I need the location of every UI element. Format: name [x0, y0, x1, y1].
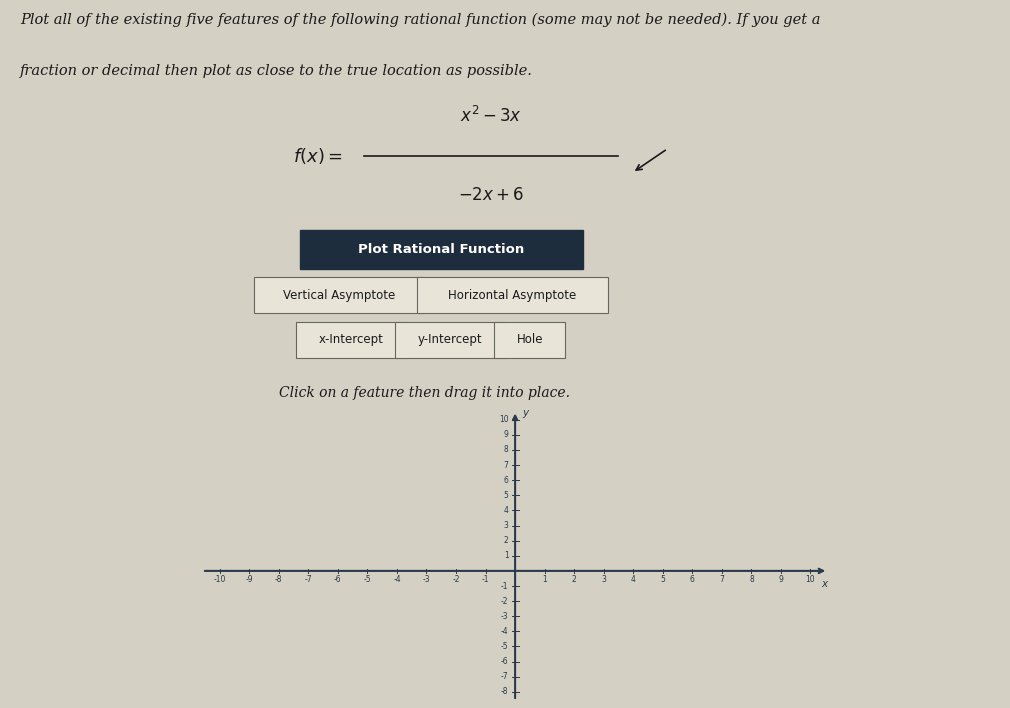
Text: 7: 7 — [504, 461, 509, 469]
Text: -5: -5 — [501, 642, 509, 651]
FancyBboxPatch shape — [495, 322, 566, 358]
FancyBboxPatch shape — [395, 322, 505, 358]
Text: -5: -5 — [364, 575, 372, 584]
Text: Horizontal Asymptote: Horizontal Asymptote — [448, 289, 576, 302]
Text: 2: 2 — [572, 575, 577, 584]
Text: Plot all of the existing five features of the following rational function (some : Plot all of the existing five features o… — [20, 13, 820, 27]
Text: -10: -10 — [213, 575, 226, 584]
Text: Click on a feature then drag it into place.: Click on a feature then drag it into pla… — [279, 386, 570, 400]
Text: 3: 3 — [601, 575, 606, 584]
Text: Vertical Asymptote: Vertical Asymptote — [283, 289, 395, 302]
Text: -9: -9 — [245, 575, 254, 584]
Text: -7: -7 — [501, 672, 509, 681]
Text: -7: -7 — [305, 575, 312, 584]
Text: 7: 7 — [719, 575, 724, 584]
Text: 2: 2 — [504, 536, 509, 545]
Text: x-Intercept: x-Intercept — [319, 333, 384, 346]
Text: 1: 1 — [504, 552, 509, 560]
Text: 10: 10 — [499, 415, 509, 424]
Text: y: y — [522, 409, 528, 418]
Text: 5: 5 — [661, 575, 666, 584]
Text: y-Intercept: y-Intercept — [418, 333, 483, 346]
Text: -1: -1 — [482, 575, 489, 584]
Text: Hole: Hole — [516, 333, 543, 346]
Text: -6: -6 — [501, 657, 509, 666]
Text: 9: 9 — [504, 430, 509, 440]
Text: 4: 4 — [631, 575, 635, 584]
Text: -8: -8 — [275, 575, 283, 584]
Text: 6: 6 — [690, 575, 695, 584]
Text: 10: 10 — [806, 575, 815, 584]
Text: -6: -6 — [334, 575, 341, 584]
Text: 1: 1 — [542, 575, 547, 584]
FancyBboxPatch shape — [297, 322, 406, 358]
Text: 9: 9 — [779, 575, 784, 584]
Text: 4: 4 — [504, 506, 509, 515]
FancyBboxPatch shape — [255, 278, 424, 313]
Text: -1: -1 — [501, 581, 509, 590]
Text: 8: 8 — [504, 445, 509, 455]
Text: $x^2-3x$: $x^2-3x$ — [460, 106, 522, 126]
Text: 5: 5 — [504, 491, 509, 500]
Text: 6: 6 — [504, 476, 509, 485]
Text: fraction or decimal then plot as close to the true location as possible.: fraction or decimal then plot as close t… — [20, 64, 533, 78]
FancyBboxPatch shape — [416, 278, 608, 313]
Text: Plot Rational Function: Plot Rational Function — [359, 243, 524, 256]
Text: 8: 8 — [749, 575, 753, 584]
Text: 3: 3 — [504, 521, 509, 530]
Text: -2: -2 — [452, 575, 460, 584]
Text: -3: -3 — [422, 575, 430, 584]
Text: -4: -4 — [393, 575, 401, 584]
Text: -8: -8 — [501, 687, 509, 697]
Text: -3: -3 — [501, 612, 509, 621]
Text: $-2x+6$: $-2x+6$ — [458, 186, 524, 205]
FancyBboxPatch shape — [300, 230, 583, 268]
Text: $f(x) =$: $f(x) =$ — [293, 146, 342, 166]
Text: -2: -2 — [501, 597, 509, 605]
Text: -4: -4 — [501, 627, 509, 636]
Text: x: x — [821, 579, 828, 589]
